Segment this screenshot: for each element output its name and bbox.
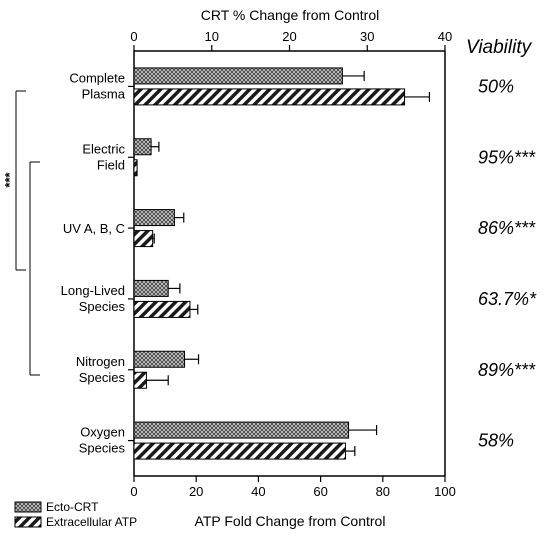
top-axis-tick-label: 40 <box>438 29 452 44</box>
bar-ecto-crt <box>133 67 343 85</box>
bottom-axis-tick-label: 0 <box>130 484 137 499</box>
bar-ecto-crt <box>133 209 175 227</box>
top-axis-tick-label: 0 <box>130 29 137 44</box>
significance-bracket: *** <box>2 90 40 376</box>
category-label: Species <box>79 299 126 314</box>
bottom-axis-tick-label: 40 <box>251 484 265 499</box>
bar-extracellular-atp <box>133 300 191 318</box>
viability-value: 89%*** <box>478 360 536 380</box>
bar-extracellular-atp <box>133 371 147 389</box>
category-label: Plasma <box>82 86 126 101</box>
category-label: UV A, B, C <box>63 221 125 236</box>
significance-label: *** <box>2 171 17 187</box>
bottom-axis-tick-label: 20 <box>189 484 203 499</box>
category-label: Long-Lived <box>61 283 125 298</box>
legend: Ecto-CRT Extracellular ATP <box>14 500 137 529</box>
category-label: Species <box>79 370 126 385</box>
category-label: Species <box>79 441 126 456</box>
bar-extracellular-atp <box>133 88 406 106</box>
top-axis-tick-label: 30 <box>360 29 374 44</box>
bar-ecto-crt <box>133 350 186 368</box>
viability-value: 50% <box>478 76 514 96</box>
category-label: Nitrogen <box>76 354 125 369</box>
top-axis-title: CRT % Change from Control <box>201 7 379 23</box>
category-label: Electric <box>82 141 125 156</box>
bottom-axis-tick-label: 80 <box>376 484 390 499</box>
category-label: Complete <box>69 70 125 85</box>
viability-value: 86%*** <box>478 218 536 238</box>
bar-ecto-crt <box>133 279 169 297</box>
category-label: Field <box>97 157 125 172</box>
viability-value: 63.7%* <box>478 289 537 309</box>
bar-ecto-crt <box>133 138 152 156</box>
top-axis-tick-label: 20 <box>282 29 296 44</box>
bar-extracellular-atp <box>133 442 346 460</box>
legend-label-ecto-crt: Ecto-CRT <box>46 500 99 514</box>
category-label: Oxygen <box>80 425 125 440</box>
legend-label-extracellular-atp: Extracellular ATP <box>46 515 137 529</box>
bottom-axis-title: ATP Fold Change from Control <box>195 513 386 529</box>
legend-swatch-ecto-crt <box>14 501 42 513</box>
viability-value: 95%*** <box>478 147 536 167</box>
bottom-axis-tick-label: 60 <box>313 484 327 499</box>
bottom-axis-tick-label: 100 <box>434 484 456 499</box>
legend-swatch-extracellular-atp <box>14 516 42 528</box>
bar-extracellular-atp <box>133 159 138 177</box>
bar-extracellular-atp <box>133 230 154 248</box>
viability-header: Viability <box>466 37 533 58</box>
viability-value: 58% <box>478 431 514 451</box>
bar-ecto-crt <box>133 421 350 439</box>
top-axis-tick-label: 10 <box>205 29 219 44</box>
